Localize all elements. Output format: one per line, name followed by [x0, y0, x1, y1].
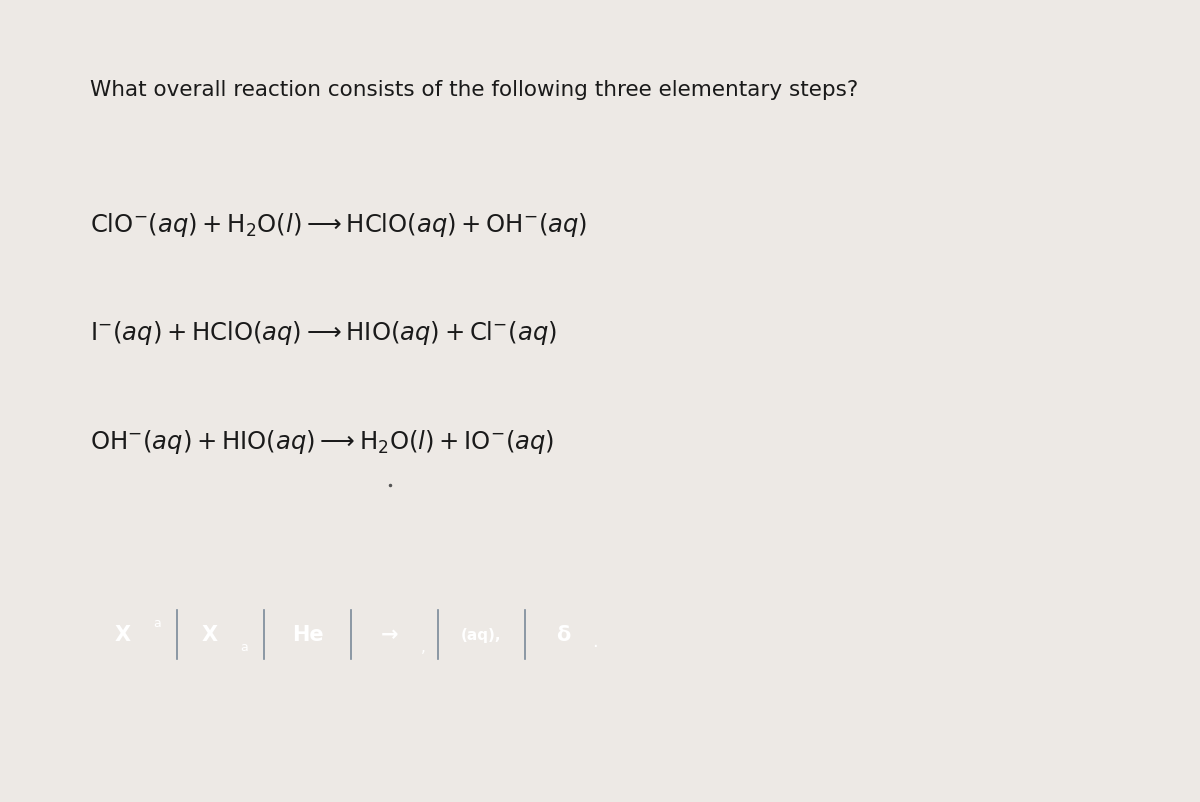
Text: X: X: [202, 625, 218, 644]
Text: δ: δ: [556, 625, 570, 644]
Text: He: He: [292, 625, 323, 644]
Text: →: →: [380, 625, 398, 644]
Text: $\rm I^{-}(\it aq\rm ) + HClO(\it aq\rm ) \longrightarrow HIO(\it aq\rm ) + Cl^{: $\rm I^{-}(\it aq\rm ) + HClO(\it aq\rm …: [90, 319, 557, 346]
Text: X: X: [115, 625, 131, 644]
Text: a: a: [240, 640, 248, 653]
Text: $\rm OH^{-}(\it aq\rm ) + HIO(\it aq\rm ) \longrightarrow H_2O(\mathit{l}) + IO^: $\rm OH^{-}(\it aq\rm ) + HIO(\it aq\rm …: [90, 427, 554, 455]
Text: ·: ·: [592, 638, 598, 655]
Text: (aq),: (aq),: [461, 627, 502, 642]
Text: ,: ,: [421, 639, 426, 654]
Text: a: a: [154, 616, 161, 629]
Text: What overall reaction consists of the following three elementary steps?: What overall reaction consists of the fo…: [90, 80, 858, 100]
Text: $\rm ClO^{-}(\it aq\rm ) + H_2O(\mathit{l}) \longrightarrow HClO(\it aq\rm ) + O: $\rm ClO^{-}(\it aq\rm ) + H_2O(\mathit{…: [90, 211, 587, 238]
